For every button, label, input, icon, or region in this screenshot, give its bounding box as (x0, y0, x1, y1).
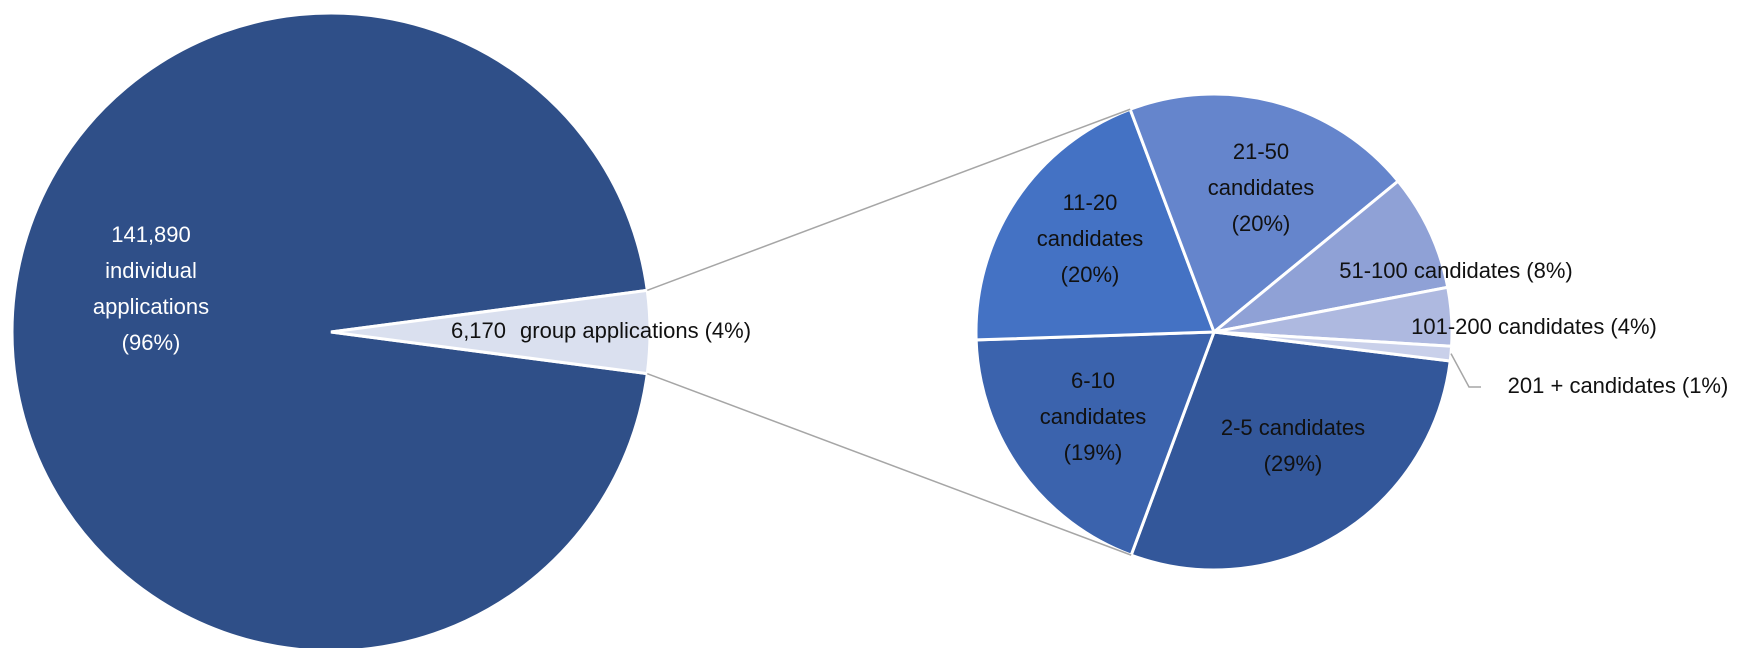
pie-slice (974, 107, 1217, 342)
category-label: 2-5 candidates (1221, 415, 1365, 440)
data-label: 6,170 group applications (4%) (451, 318, 751, 343)
percent-label: (8%) (1526, 258, 1572, 283)
pie-slice (1128, 92, 1401, 335)
data-label: 6,170 (451, 318, 506, 343)
data-label: 51-100 candidates (8%) (1339, 258, 1572, 283)
connector-line (647, 108, 1131, 292)
data-label: 201 + candidates (1%) (1508, 373, 1729, 398)
percent-label: (20%) (1232, 211, 1291, 236)
percent-label: (4%) (1610, 314, 1656, 339)
pie-slice (1129, 330, 1452, 572)
category-label: 51-100 candidates (1339, 258, 1520, 283)
percent-label: (96%) (122, 330, 181, 355)
category-label: 6-10 candidates (1040, 368, 1146, 429)
pie-slice (10, 11, 649, 648)
pie-slice (330, 288, 652, 376)
data-label: 101-200 candidates (4%) (1411, 314, 1657, 339)
data-label: 141,890 (111, 222, 191, 247)
category-label: 21-50 candidates (1208, 139, 1314, 200)
connector-line (647, 372, 1132, 556)
percent-label: (29%) (1264, 451, 1323, 476)
percent-label: (4%) (705, 318, 751, 343)
category-label: 11-20 candidates (1037, 190, 1143, 251)
percent-label: (19%) (1064, 440, 1123, 465)
category-label: 201 + candidates (1508, 373, 1676, 398)
pie-slice (1213, 179, 1450, 334)
percent-label: (1%) (1682, 373, 1728, 398)
category-label: individual applications (93, 258, 209, 319)
pie-slice (974, 330, 1217, 558)
category-label: 101-200 candidates (1411, 314, 1604, 339)
percent-label: (20%) (1061, 262, 1120, 287)
leader-line (1450, 353, 1482, 388)
category-label: group applications (520, 318, 699, 343)
